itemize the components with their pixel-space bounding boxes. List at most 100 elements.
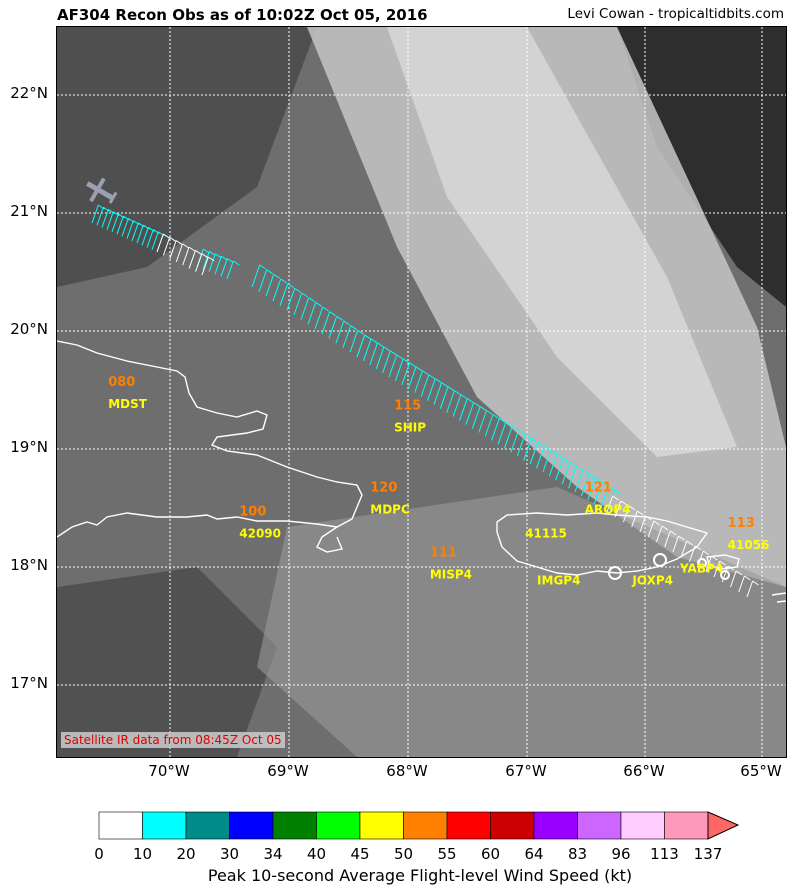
- wind-barb-flag: [350, 325, 357, 331]
- lat-label-18n: 18°N: [10, 556, 48, 574]
- colorbar-tick-label: 34: [263, 845, 283, 863]
- wind-barb-flag: [415, 366, 423, 372]
- station-id: YABP4: [679, 562, 723, 576]
- station-id: MDST: [108, 397, 148, 411]
- colorbar-tick-label: 83: [567, 845, 588, 863]
- wind-barb: [427, 378, 436, 401]
- wind-barb: [478, 410, 487, 433]
- coastlines: [57, 340, 786, 603]
- wind-barb: [639, 515, 647, 533]
- colorbar-cell: [185, 811, 230, 840]
- colorbar-cell: [272, 811, 317, 840]
- station-peak-wind: 080: [108, 375, 135, 390]
- wind-barb: [688, 545, 696, 563]
- lon-label-69w: 69°W: [267, 762, 309, 780]
- colorbar-tick-label: 40: [306, 845, 327, 863]
- colorbar-cell: [533, 811, 578, 840]
- station-peak-wind: 113: [728, 516, 755, 531]
- wind-barb-flag: [195, 250, 202, 255]
- lat-label-21n: 21°N: [10, 202, 48, 220]
- wind-barb-flag: [653, 520, 661, 526]
- recon-map[interactable]: 080 MDST 115 SHIP 100 42090 120 MDPC 111 MISP4 411…: [56, 26, 787, 758]
- wind-barb-flag: [266, 269, 273, 275]
- wind-barb: [647, 520, 655, 538]
- wind-barb-flag: [588, 473, 596, 479]
- wind-barb-flag: [563, 457, 570, 463]
- wind-barb-flag: [694, 545, 702, 551]
- wind-barb-flag: [428, 374, 436, 380]
- lon-label-66w: 66°W: [623, 762, 665, 780]
- wind-barb: [141, 227, 149, 246]
- wind-barb-flag: [343, 320, 350, 326]
- wind-barb: [529, 442, 539, 465]
- colorbar-cell: [577, 811, 622, 840]
- wind-barb: [574, 469, 584, 493]
- station-peak-wind: 115: [394, 398, 421, 413]
- wind-barb: [307, 302, 317, 325]
- puerto-rico-coast: [496, 512, 709, 576]
- wind-barb-flag: [273, 273, 280, 279]
- wind-barb-flag: [454, 390, 461, 396]
- colorbar-tick-label: 20: [176, 845, 196, 863]
- wind-barb-flag: [661, 525, 669, 531]
- colorbar-cell: [446, 811, 491, 840]
- station-id: IMGP4: [537, 573, 580, 587]
- lat-label-20n: 20°N: [10, 320, 48, 338]
- wind-barb-flag: [396, 354, 404, 360]
- colorbar-cell: [359, 811, 404, 840]
- wind-barb-flag: [711, 555, 718, 561]
- wind-barb: [420, 374, 430, 397]
- vieques-coast: [706, 554, 740, 570]
- wind-barb: [300, 297, 310, 320]
- wind-barb-flag: [215, 253, 222, 259]
- wind-barb: [214, 256, 222, 275]
- wind-barb-flag: [357, 329, 364, 335]
- wind-barb: [131, 222, 139, 242]
- wind-barb-flag: [473, 402, 480, 407]
- wind-barb: [169, 240, 177, 259]
- wind-barb-flag: [441, 382, 448, 388]
- colorbar-cell: [664, 811, 709, 840]
- wind-barb-flag: [466, 398, 474, 404]
- bright-cloud-band-core: [387, 27, 737, 457]
- lon-label-70w: 70°W: [148, 762, 190, 780]
- wind-barb-flag: [377, 342, 384, 348]
- wind-barb: [96, 207, 104, 226]
- wind-barb: [188, 250, 196, 269]
- wind-barb-flag: [383, 346, 391, 352]
- virgin-islands-coast: [771, 592, 786, 603]
- wind-barb: [106, 211, 114, 230]
- wind-barb-flag: [301, 292, 308, 298]
- wind-barb-flag: [182, 243, 189, 249]
- wind-barb-flag: [169, 236, 177, 242]
- wind-barb-flag: [582, 469, 589, 475]
- wind-barb: [369, 342, 378, 366]
- colorbar-cell: [403, 811, 448, 840]
- wind-barb-flag: [628, 505, 636, 511]
- colorbar-cell: [229, 811, 274, 840]
- wind-barb: [272, 278, 282, 302]
- wind-barb: [459, 398, 468, 421]
- wind-barb: [536, 446, 545, 469]
- wind-barb-flag: [719, 560, 726, 566]
- wind-barb: [433, 382, 443, 405]
- wind-barb-flag: [308, 297, 315, 303]
- wind-barb-flag: [336, 315, 343, 321]
- wind-barb-flag: [188, 246, 196, 252]
- dark-upper-right: [617, 27, 786, 307]
- wind-barb-flag: [259, 264, 266, 270]
- wind-barb: [136, 224, 144, 244]
- wind-barb-flag: [702, 550, 710, 556]
- wind-barb-flag: [678, 535, 685, 541]
- wind-barb: [622, 505, 630, 523]
- station-peak-wind: 121: [585, 481, 612, 496]
- colorbar-tick-label: 64: [524, 845, 544, 863]
- wind-barb-flag: [209, 250, 216, 256]
- wind-barb-flag: [620, 500, 628, 506]
- wind-barb: [705, 555, 712, 573]
- wind-barb: [730, 570, 737, 588]
- wind-barb-flag: [422, 370, 429, 376]
- wind-barb: [362, 338, 372, 362]
- lat-label-17n: 17°N: [10, 674, 48, 692]
- wind-barb: [226, 260, 234, 280]
